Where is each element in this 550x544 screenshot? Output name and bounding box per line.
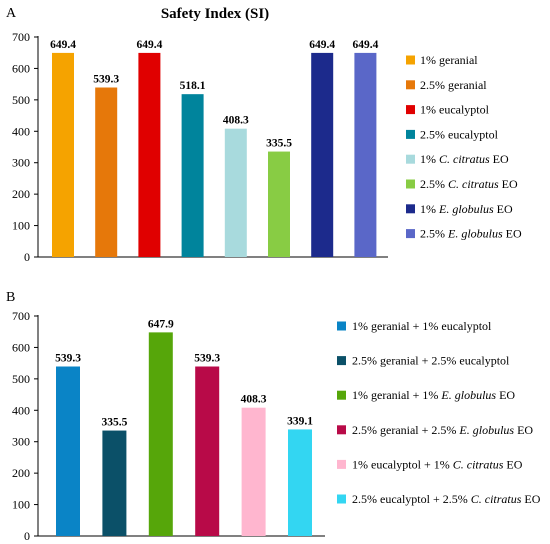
legend-swatch-a-6 bbox=[406, 179, 415, 189]
data-label-a-3: 649.4 bbox=[136, 39, 162, 51]
legend-swatch-a-2 bbox=[406, 80, 415, 90]
data-label-a-8: 649.4 bbox=[352, 39, 378, 51]
data-label-b-3: 647.9 bbox=[148, 318, 174, 330]
legend-label-b-4: 2.5% geranial + 2.5% E. globulus EO bbox=[352, 423, 533, 437]
data-label-a-2: 539.3 bbox=[93, 74, 119, 86]
bar-b-1 bbox=[56, 366, 80, 536]
y-tick-label: 400 bbox=[12, 124, 30, 138]
legend-swatch-a-8 bbox=[406, 229, 415, 239]
y-tick-label: 100 bbox=[12, 219, 30, 233]
bar-a-7 bbox=[311, 52, 334, 257]
legend-swatch-b-3 bbox=[337, 390, 346, 400]
y-tick-label: 500 bbox=[12, 372, 30, 386]
bar-a-8 bbox=[354, 52, 377, 257]
legend-label-b-1: 1% geranial + 1% eucalyptol bbox=[352, 319, 492, 333]
data-label-b-6: 339.1 bbox=[287, 415, 313, 427]
y-tick-label: 100 bbox=[12, 498, 30, 512]
legend-swatch-b-4 bbox=[337, 425, 346, 435]
legend-label-b-5: 1% eucalyptol + 1% C. citratus EO bbox=[352, 457, 523, 471]
legend-swatch-b-1 bbox=[337, 321, 346, 331]
data-label-b-5: 408.3 bbox=[241, 394, 267, 406]
bar-b-2 bbox=[102, 430, 127, 536]
legend-label-b-3: 1% geranial + 1% E. globulus EO bbox=[352, 388, 515, 402]
data-label-a-1: 649.4 bbox=[50, 39, 76, 51]
panel-b-chart: 0 100 200 300 400 500 600 700 539.3 1% geranial +… bbox=[12, 309, 541, 543]
y-tick-label: 0 bbox=[24, 250, 30, 264]
legend-label-a-7: 1% E. globulus EO bbox=[420, 202, 513, 216]
y-tick-label: 400 bbox=[12, 403, 30, 417]
chart-title: Safety Index (SI) bbox=[161, 6, 269, 22]
bar-b-3 bbox=[148, 332, 173, 536]
bar-a-1 bbox=[52, 52, 74, 257]
legend-swatch-b-2 bbox=[337, 356, 346, 366]
legend-swatch-b-5 bbox=[337, 459, 346, 469]
legend-swatch-a-3 bbox=[406, 105, 415, 115]
bar-a-6 bbox=[268, 151, 290, 257]
legend-label-a-8: 2.5% E. globulus EO bbox=[420, 227, 522, 241]
legend-swatch-a-7 bbox=[406, 204, 415, 214]
bar-b-6 bbox=[288, 429, 312, 536]
legend-label-a-4: 2.5% eucalyptol bbox=[420, 127, 499, 141]
panel-a-chart: 0 100 200 300 400 500 600 700 649.4 1% geranial 53… bbox=[12, 30, 522, 264]
legend-label-b-6: 2.5% eucalyptol + 2.5% C. citratus EO bbox=[352, 492, 541, 506]
bar-a-5 bbox=[224, 128, 247, 257]
legend-label-b-2: 2.5% geranial + 2.5% eucalyptol bbox=[352, 354, 510, 368]
data-label-a-5: 408.3 bbox=[223, 115, 249, 127]
panel-b-label: B bbox=[6, 290, 15, 305]
y-tick-label: 300 bbox=[12, 156, 30, 170]
data-label-b-2: 335.5 bbox=[101, 417, 127, 429]
data-label-a-7: 649.4 bbox=[309, 39, 335, 51]
y-tick-label: 200 bbox=[12, 466, 30, 480]
legend-swatch-a-4 bbox=[406, 129, 415, 139]
legend-swatch-a-1 bbox=[406, 55, 415, 65]
bar-b-4 bbox=[195, 366, 220, 536]
y-tick-label: 600 bbox=[12, 61, 30, 75]
y-tick-label: 700 bbox=[12, 30, 30, 44]
data-label-b-1: 539.3 bbox=[55, 353, 81, 365]
data-label-b-4: 539.3 bbox=[194, 353, 220, 365]
legend-label-a-3: 1% eucalyptol bbox=[420, 103, 490, 117]
y-tick-label: 700 bbox=[12, 309, 30, 323]
legend-swatch-b-6 bbox=[337, 494, 346, 504]
data-label-a-4: 518.1 bbox=[180, 80, 206, 92]
y-tick-label: 500 bbox=[12, 93, 30, 107]
legend-swatch-a-5 bbox=[406, 154, 415, 164]
legend-label-a-6: 2.5% C. citratus EO bbox=[420, 177, 518, 191]
data-label-a-6: 335.5 bbox=[266, 138, 292, 150]
y-tick-label: 200 bbox=[12, 187, 30, 201]
y-tick-label: 600 bbox=[12, 340, 30, 354]
bar-a-3 bbox=[138, 52, 161, 257]
y-tick-label: 0 bbox=[24, 529, 30, 543]
y-tick-label: 300 bbox=[12, 435, 30, 449]
legend-label-a-1: 1% geranial bbox=[420, 53, 478, 67]
bar-b-5 bbox=[241, 407, 266, 536]
panel-a-label: A bbox=[6, 6, 17, 21]
bar-a-4 bbox=[181, 94, 204, 257]
bar-a-2 bbox=[95, 87, 118, 258]
legend-label-a-5: 1% C. citratus EO bbox=[420, 152, 509, 166]
legend-label-a-2: 2.5% geranial bbox=[420, 78, 487, 92]
